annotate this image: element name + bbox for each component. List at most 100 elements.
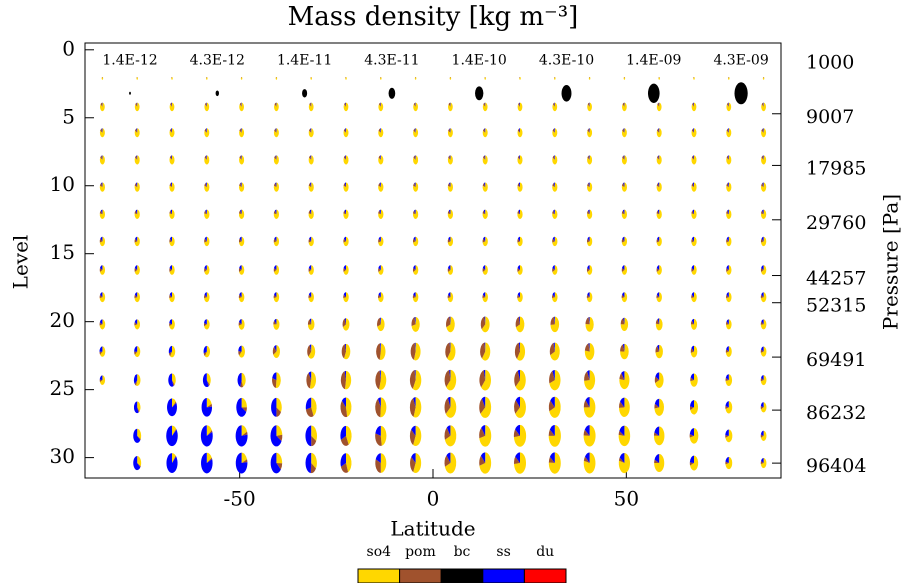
pie-slice <box>204 128 210 138</box>
pie-slice <box>99 182 103 188</box>
pie-slice <box>235 452 248 474</box>
pie-slice <box>481 369 491 391</box>
pie-slice <box>310 102 312 107</box>
pie-slice <box>584 425 590 436</box>
pie-slice <box>136 102 138 107</box>
pie-slice <box>342 318 350 331</box>
pie-slice <box>692 209 694 215</box>
pie-slice <box>690 373 694 381</box>
pie-slice <box>447 182 451 188</box>
pie-slice <box>552 102 558 112</box>
pie-slice <box>655 372 664 388</box>
pie-slice <box>134 210 138 215</box>
pie-slice <box>171 77 172 79</box>
pie-slice <box>588 317 590 325</box>
pie-slice <box>481 425 486 436</box>
pie-slice <box>588 182 590 188</box>
pie-slice <box>308 182 314 192</box>
pie-slice <box>727 155 729 160</box>
pie-slice <box>483 155 486 160</box>
y-tick-label: 20 <box>50 308 75 332</box>
pie-slice <box>172 401 177 408</box>
pie-slice <box>375 425 381 436</box>
pie-slice <box>448 209 451 215</box>
pie-slice <box>311 425 317 442</box>
legend-label: so4 <box>367 544 392 560</box>
pie-slice <box>275 77 277 79</box>
pie-slice <box>343 128 346 133</box>
pie-slice <box>136 77 138 80</box>
pie-slice <box>236 397 247 417</box>
pie-slice <box>379 370 387 390</box>
pie-slice <box>311 452 317 469</box>
pie-slice <box>623 102 625 107</box>
pie-slice <box>552 294 555 299</box>
pie-slice <box>168 373 174 387</box>
pie-slice <box>101 155 103 160</box>
pie-slice <box>760 238 764 243</box>
pie-slice <box>200 425 213 447</box>
pie-slice <box>725 435 729 438</box>
pie-slice <box>479 398 486 414</box>
pie-slice <box>375 370 381 390</box>
pie-slice <box>482 238 486 243</box>
pie-slice <box>760 402 764 408</box>
pie-slice <box>479 425 492 447</box>
pie-slice <box>517 369 520 381</box>
pie-slice <box>693 77 694 79</box>
pie-slice <box>276 425 283 436</box>
pie-slice <box>99 346 103 352</box>
pie-slice <box>204 319 210 330</box>
pie-slice <box>169 292 172 298</box>
pie-slice <box>379 209 381 215</box>
pie-slice <box>514 370 520 387</box>
pie-slice <box>655 319 660 325</box>
pie-slice <box>725 374 729 381</box>
pie-slice <box>447 210 451 215</box>
pie-slice <box>727 182 729 188</box>
pie-slice <box>727 209 729 215</box>
pie-slice <box>414 128 416 133</box>
pie-slice <box>310 77 312 80</box>
pie-slice <box>206 77 208 80</box>
pie-slice <box>206 425 212 436</box>
pie-slice <box>550 316 560 333</box>
pie-slice <box>379 182 381 188</box>
pie-slice <box>691 128 694 133</box>
pie-slice <box>241 452 248 464</box>
pie-slice <box>691 155 694 160</box>
pie-slice <box>761 155 764 160</box>
pie-slice <box>760 377 764 382</box>
pie-slice <box>309 155 312 160</box>
pie-slice <box>413 265 416 271</box>
pie-slice <box>133 455 141 471</box>
pie-slice <box>134 238 138 243</box>
pie-slice <box>341 344 346 359</box>
pie-slice <box>725 405 729 410</box>
pie-slice <box>549 369 561 391</box>
pie-slice <box>412 182 419 192</box>
pie-slice <box>587 128 593 138</box>
pie-slice <box>447 265 451 271</box>
pie-slice <box>171 155 172 160</box>
pie-slice <box>517 294 520 299</box>
pie-slice <box>480 316 486 330</box>
pie-slice <box>378 238 381 243</box>
pie-slice <box>482 209 488 219</box>
size-key-label: 1.4E-10 <box>452 53 507 69</box>
pie-slice <box>447 292 454 303</box>
pie-slice <box>726 210 729 215</box>
pie-slice <box>726 128 732 138</box>
pie-slice <box>169 265 172 271</box>
pie-slice <box>345 155 346 160</box>
pie-slice <box>514 342 520 359</box>
pie-slice <box>410 456 416 472</box>
pie-slice <box>623 182 625 188</box>
pie-slice <box>136 77 138 79</box>
pie-slice <box>275 372 281 388</box>
pie-slice <box>206 373 211 385</box>
pie-slice <box>762 182 764 188</box>
pie-slice <box>169 265 175 275</box>
pie-slice <box>552 210 555 215</box>
pie-slice <box>274 345 277 352</box>
